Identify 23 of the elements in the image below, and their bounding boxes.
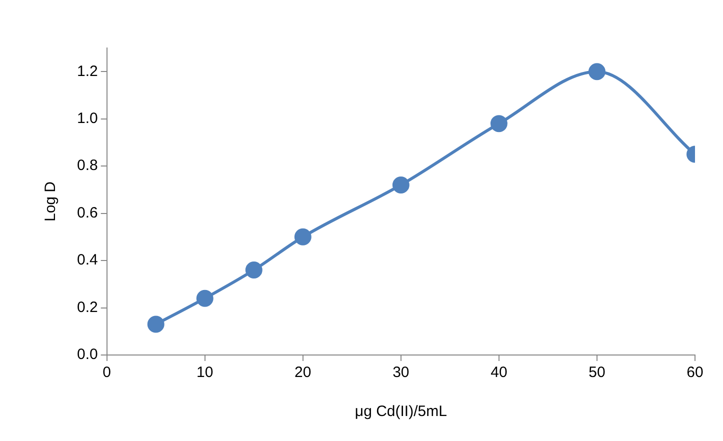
y-tick-label: 0.4 (76, 252, 98, 269)
x-tick-label: 10 (196, 364, 214, 382)
y-tick-label: 1.0 (76, 110, 98, 127)
point (392, 176, 410, 194)
x-tick-label: 60 (686, 364, 704, 382)
point (196, 290, 214, 307)
point (147, 316, 164, 333)
y-tick-label: 0.6 (76, 204, 98, 222)
y-tick-label: 0.0 (76, 346, 98, 364)
point (588, 63, 606, 80)
point (245, 261, 262, 278)
x-tick-label: 0 (102, 364, 112, 382)
point (294, 228, 312, 246)
x-tick-label: 40 (490, 364, 508, 382)
y-tick-label: 0.2 (76, 298, 98, 316)
point (490, 115, 508, 132)
x-tick-label: 30 (392, 364, 410, 382)
x-tick-label: 50 (588, 364, 606, 382)
y-tick-label: 1.2 (76, 62, 98, 80)
x-tick-label: 20 (294, 364, 312, 382)
y-axis-title: Log D (42, 181, 60, 222)
x-axis-title: μg Cd(II)/5mL (354, 403, 447, 420)
y-tick-label: 0.8 (76, 157, 98, 174)
